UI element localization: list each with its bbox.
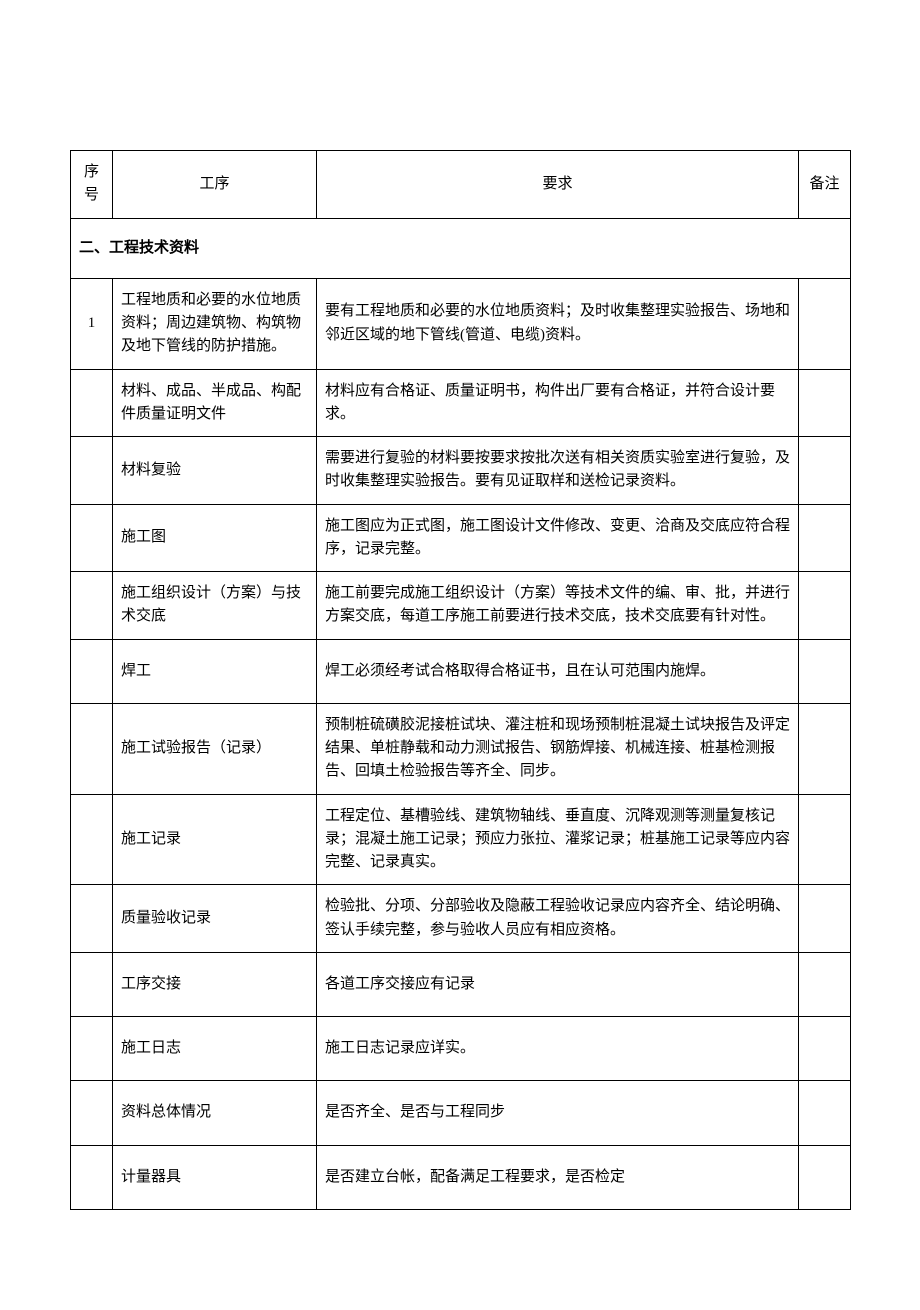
table-row: 工序交接 各道工序交接应有记录 xyxy=(71,952,851,1016)
cell-process: 施工图 xyxy=(113,504,317,572)
table-row: 质量验收记录 检验批、分项、分部验收及隐蔽工程验收记录应内容齐全、结论明确、签认… xyxy=(71,885,851,953)
cell-seq: 1 xyxy=(71,278,113,369)
table-row: 材料、成品、半成品、构配件质量证明文件 材料应有合格证、质量证明书，构件出厂要有… xyxy=(71,369,851,437)
cell-requirement: 各道工序交接应有记录 xyxy=(317,952,799,1016)
cell-process: 施工试验报告（记录） xyxy=(113,703,317,794)
cell-process: 工程地质和必要的水位地质资料；周边建筑物、构筑物及地下管线的防护措施。 xyxy=(113,278,317,369)
cell-seq xyxy=(71,794,113,885)
cell-seq xyxy=(71,1017,113,1081)
cell-note xyxy=(799,1017,851,1081)
cell-seq xyxy=(71,639,113,703)
cell-note xyxy=(799,703,851,794)
cell-process: 质量验收记录 xyxy=(113,885,317,953)
cell-seq xyxy=(71,1145,113,1209)
cell-note xyxy=(799,1081,851,1145)
section-title: 二、工程技术资料 xyxy=(71,218,851,278)
cell-seq xyxy=(71,504,113,572)
cell-process: 施工组织设计（方案）与技术交底 xyxy=(113,572,317,640)
cell-requirement: 施工前要完成施工组织设计（方案）等技术文件的编、审、批，并进行方案交底，每道工序… xyxy=(317,572,799,640)
cell-note xyxy=(799,572,851,640)
cell-requirement: 要有工程地质和必要的水位地质资料；及时收集整理实验报告、场地和邻近区域的地下管线… xyxy=(317,278,799,369)
cell-requirement: 施工图应为正式图，施工图设计文件修改、变更、洽商及交底应符合程序，记录完整。 xyxy=(317,504,799,572)
col-header-seq: 序号 xyxy=(71,151,113,219)
cell-process: 施工记录 xyxy=(113,794,317,885)
table-row: 计量器具 是否建立台帐，配备满足工程要求，是否检定 xyxy=(71,1145,851,1209)
cell-process: 焊工 xyxy=(113,639,317,703)
cell-requirement: 工程定位、基槽验线、建筑物轴线、垂直度、沉降观测等测量复核记录；混凝土施工记录；… xyxy=(317,794,799,885)
cell-requirement: 材料应有合格证、质量证明书，构件出厂要有合格证，并符合设计要求。 xyxy=(317,369,799,437)
cell-note xyxy=(799,504,851,572)
col-header-note: 备注 xyxy=(799,151,851,219)
cell-process: 材料复验 xyxy=(113,437,317,505)
cell-seq xyxy=(71,1081,113,1145)
cell-requirement: 检验批、分项、分部验收及隐蔽工程验收记录应内容齐全、结论明确、签认手续完整，参与… xyxy=(317,885,799,953)
cell-requirement: 焊工必须经考试合格取得合格证书，且在认可范围内施焊。 xyxy=(317,639,799,703)
cell-process: 工序交接 xyxy=(113,952,317,1016)
cell-note xyxy=(799,1145,851,1209)
cell-process: 资料总体情况 xyxy=(113,1081,317,1145)
specification-table: 序号 工序 要求 备注 二、工程技术资料 1 工程地质和必要的水位地质资料；周边… xyxy=(70,150,851,1210)
cell-seq xyxy=(71,437,113,505)
cell-requirement: 预制桩硫磺胶泥接桩试块、灌注桩和现场预制桩混凝土试块报告及评定结果、单桩静载和动… xyxy=(317,703,799,794)
col-header-process: 工序 xyxy=(113,151,317,219)
cell-note xyxy=(799,437,851,505)
table-row: 焊工 焊工必须经考试合格取得合格证书，且在认可范围内施焊。 xyxy=(71,639,851,703)
col-header-requirement: 要求 xyxy=(317,151,799,219)
cell-seq xyxy=(71,703,113,794)
header-row: 序号 工序 要求 备注 xyxy=(71,151,851,219)
cell-requirement: 施工日志记录应详实。 xyxy=(317,1017,799,1081)
cell-requirement: 需要进行复验的材料要按要求按批次送有相关资质实验室进行复验，及时收集整理实验报告… xyxy=(317,437,799,505)
cell-process: 计量器具 xyxy=(113,1145,317,1209)
cell-note xyxy=(799,794,851,885)
cell-requirement: 是否建立台帐，配备满足工程要求，是否检定 xyxy=(317,1145,799,1209)
cell-seq xyxy=(71,369,113,437)
section-title-row: 二、工程技术资料 xyxy=(71,218,851,278)
table-row: 资料总体情况 是否齐全、是否与工程同步 xyxy=(71,1081,851,1145)
cell-note xyxy=(799,639,851,703)
cell-seq xyxy=(71,952,113,1016)
table-row: 施工记录 工程定位、基槽验线、建筑物轴线、垂直度、沉降观测等测量复核记录；混凝土… xyxy=(71,794,851,885)
cell-note xyxy=(799,369,851,437)
cell-process: 材料、成品、半成品、构配件质量证明文件 xyxy=(113,369,317,437)
table-row: 施工图 施工图应为正式图，施工图设计文件修改、变更、洽商及交底应符合程序，记录完… xyxy=(71,504,851,572)
cell-seq xyxy=(71,885,113,953)
table-row: 施工试验报告（记录） 预制桩硫磺胶泥接桩试块、灌注桩和现场预制桩混凝土试块报告及… xyxy=(71,703,851,794)
table-row: 施工日志 施工日志记录应详实。 xyxy=(71,1017,851,1081)
cell-note xyxy=(799,952,851,1016)
cell-note xyxy=(799,885,851,953)
cell-requirement: 是否齐全、是否与工程同步 xyxy=(317,1081,799,1145)
cell-process: 施工日志 xyxy=(113,1017,317,1081)
document-page: 序号 工序 要求 备注 二、工程技术资料 1 工程地质和必要的水位地质资料；周边… xyxy=(70,150,850,1210)
table-row: 1 工程地质和必要的水位地质资料；周边建筑物、构筑物及地下管线的防护措施。 要有… xyxy=(71,278,851,369)
cell-note xyxy=(799,278,851,369)
table-row: 施工组织设计（方案）与技术交底 施工前要完成施工组织设计（方案）等技术文件的编、… xyxy=(71,572,851,640)
cell-seq xyxy=(71,572,113,640)
table-row: 材料复验 需要进行复验的材料要按要求按批次送有相关资质实验室进行复验，及时收集整… xyxy=(71,437,851,505)
